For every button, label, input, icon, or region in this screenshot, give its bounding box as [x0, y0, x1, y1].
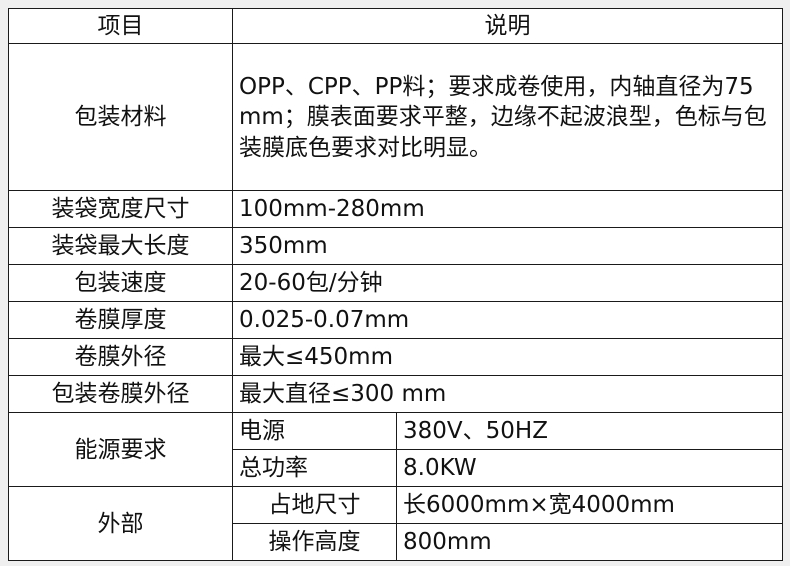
row-label: 卷膜厚度 [8, 301, 233, 340]
table-row: 包装速度 20-60包/分钟 [8, 264, 783, 303]
row-value: OPP、CPP、PP料；要求成卷使用，内轴直径为75mm；膜表面要求平整，边缘不… [232, 43, 783, 192]
row-value: 350mm [232, 227, 783, 266]
group-sub-label: 操作高度 [232, 523, 397, 562]
specification-table: 项目 说明 包装材料 OPP、CPP、PP料；要求成卷使用，内轴直径为75mm；… [8, 7, 783, 562]
row-label: 卷膜外径 [8, 338, 233, 377]
table-row: 卷膜外径 最大≤450mm [8, 338, 783, 377]
group-sub-label: 占地尺寸 [232, 486, 397, 525]
table-row-group: 操作高度 800mm [9, 523, 783, 562]
header-item: 项目 [8, 7, 233, 45]
table-row: 装袋宽度尺寸 100mm-280mm [8, 190, 783, 229]
row-value: 0.025-0.07mm [232, 301, 783, 340]
row-value: 100mm-280mm [232, 190, 783, 229]
group-sub-label: 电源 [232, 412, 397, 451]
group-label: 能源要求 [8, 412, 233, 488]
table-row-group: 外部 占地尺寸 长6000mm×宽4000mm [8, 486, 783, 562]
group-sub-value: 800mm [396, 523, 783, 562]
row-value: 最大≤450mm [232, 338, 783, 377]
group-sub-value: 8.0KW [396, 449, 783, 488]
row-value: 最大直径≤300 mm [232, 375, 783, 414]
row-value: 20-60包/分钟 [232, 264, 783, 303]
row-label: 装袋宽度尺寸 [8, 190, 233, 229]
row-label: 包装卷膜外径 [8, 375, 233, 414]
row-label: 装袋最大长度 [8, 227, 233, 266]
group-sub-label: 总功率 [232, 449, 397, 488]
table-row-group: 总功率 8.0KW [9, 449, 783, 488]
table-header-row: 项目 说明 [8, 7, 783, 45]
table-row: 包装卷膜外径 最大直径≤300 mm [8, 375, 783, 414]
table-row-group: 能源要求 电源 380V、50HZ [8, 412, 783, 488]
row-label: 包装速度 [8, 264, 233, 303]
table-row: 装袋最大长度 350mm [8, 227, 783, 266]
header-description: 说明 [232, 7, 783, 45]
group-sub-value: 长6000mm×宽4000mm [396, 486, 783, 525]
group-sub-value: 380V、50HZ [396, 412, 783, 451]
table-row: 卷膜厚度 0.025-0.07mm [8, 301, 783, 340]
table-row: 包装材料 OPP、CPP、PP料；要求成卷使用，内轴直径为75mm；膜表面要求平… [8, 43, 783, 192]
row-label: 包装材料 [8, 43, 233, 192]
group-label: 外部 [8, 486, 233, 562]
